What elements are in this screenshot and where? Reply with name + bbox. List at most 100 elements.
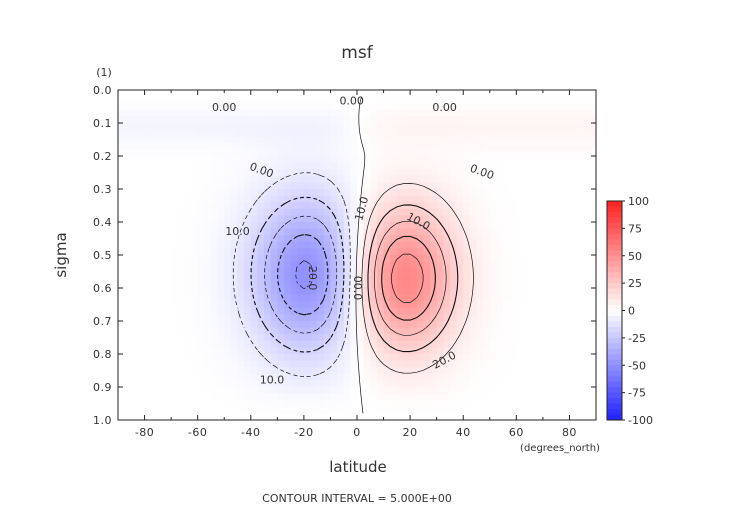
heatmap-cell xyxy=(410,156,418,164)
heatmap-cell xyxy=(503,314,511,322)
heatmap-cell xyxy=(164,314,172,322)
heatmap-cell xyxy=(489,261,498,269)
heatmap-cell xyxy=(357,360,365,368)
heatmap-cell xyxy=(224,334,232,342)
heatmap-cell xyxy=(230,162,239,170)
heatmap-cell xyxy=(197,340,205,348)
heatmap-cell xyxy=(177,387,185,395)
heatmap-cell xyxy=(456,149,464,157)
heatmap-cell xyxy=(217,307,225,315)
heatmap-cell xyxy=(164,248,172,256)
heatmap-cell xyxy=(383,314,391,322)
heatmap-cell xyxy=(383,90,391,98)
colorbar-band xyxy=(607,315,622,322)
heatmap-cell xyxy=(416,142,424,150)
heatmap-cell xyxy=(410,334,418,342)
heatmap-cell xyxy=(118,235,126,243)
heatmap-cell xyxy=(350,109,358,117)
heatmap-cell xyxy=(137,340,146,348)
heatmap-cell xyxy=(582,387,590,395)
heatmap-cell xyxy=(576,274,584,282)
heatmap-cell xyxy=(210,195,219,203)
heatmap-cell xyxy=(343,380,351,388)
heatmap-cell xyxy=(217,413,225,420)
heatmap-cell xyxy=(363,360,371,368)
heatmap-cell xyxy=(489,340,498,348)
heatmap-cell xyxy=(403,149,411,157)
heatmap-cell xyxy=(456,367,464,375)
heatmap-cell xyxy=(343,189,351,197)
heatmap-cell xyxy=(469,202,478,210)
heatmap-cell xyxy=(549,281,557,289)
heatmap-cell xyxy=(556,142,564,150)
heatmap-cell xyxy=(157,109,166,117)
heatmap-cell xyxy=(144,156,152,164)
heatmap-cell xyxy=(549,321,557,329)
heatmap-cell xyxy=(224,202,232,210)
heatmap-cell xyxy=(476,228,484,236)
heatmap-cell xyxy=(390,142,398,150)
heatmap-cell xyxy=(264,281,272,289)
heatmap-cell xyxy=(283,255,292,263)
heatmap-cell xyxy=(283,189,292,197)
heatmap-cell xyxy=(476,195,484,203)
heatmap-cell xyxy=(290,149,298,157)
heatmap-cell xyxy=(151,406,159,414)
heatmap-cell xyxy=(416,354,424,362)
heatmap-cell xyxy=(456,400,464,408)
heatmap-cell xyxy=(270,400,278,408)
heatmap-cell xyxy=(303,387,312,395)
heatmap-cell xyxy=(489,248,498,256)
heatmap-cell xyxy=(589,182,596,190)
heatmap-cell xyxy=(217,103,225,111)
heatmap-cell xyxy=(157,281,166,289)
heatmap-cell xyxy=(569,387,577,395)
heatmap-cell xyxy=(403,241,411,249)
heatmap-cell xyxy=(456,162,464,170)
heatmap-cell xyxy=(370,149,378,157)
heatmap-cell xyxy=(310,195,318,203)
heatmap-cell xyxy=(264,334,272,342)
heatmap-cell xyxy=(283,413,292,420)
heatmap-cell xyxy=(416,413,424,420)
heatmap-cell xyxy=(257,90,265,98)
heatmap-cell xyxy=(390,215,398,223)
heatmap-cell xyxy=(197,327,205,335)
heatmap-cell xyxy=(257,189,265,197)
heatmap-cell xyxy=(197,195,205,203)
heatmap-cell xyxy=(144,274,152,282)
heatmap-cell xyxy=(350,189,358,197)
heatmap-cell xyxy=(137,268,146,276)
heatmap-cell xyxy=(283,314,292,322)
heatmap-cell xyxy=(469,373,478,381)
heatmap-cell xyxy=(476,149,484,157)
heatmap-cell xyxy=(469,413,478,420)
heatmap-cell xyxy=(277,288,285,296)
heatmap-cell xyxy=(230,274,239,282)
heatmap-cell xyxy=(403,281,411,289)
heatmap-cell xyxy=(589,142,596,150)
heatmap-cell xyxy=(270,129,278,137)
heatmap-cell xyxy=(423,215,431,223)
heatmap-cell xyxy=(184,261,192,269)
heatmap-cell xyxy=(489,294,498,302)
heatmap-cell xyxy=(449,208,458,216)
heatmap-cell xyxy=(476,248,484,256)
heatmap-cell xyxy=(330,162,338,170)
heatmap-cell xyxy=(430,96,438,104)
heatmap-cell xyxy=(503,261,511,269)
heatmap-cell xyxy=(363,400,371,408)
colorbar-tick-label: 25 xyxy=(628,277,642,290)
heatmap-cell xyxy=(343,413,351,420)
heatmap-cell xyxy=(330,380,338,388)
heatmap-cell xyxy=(224,169,232,177)
heatmap-cell xyxy=(496,156,504,164)
heatmap-cell xyxy=(350,406,358,414)
heatmap-cell xyxy=(476,413,484,420)
heatmap-cell xyxy=(118,413,126,420)
heatmap-cell xyxy=(496,387,504,395)
heatmap-cell xyxy=(350,354,358,362)
heatmap-cell xyxy=(456,129,464,137)
heatmap-cell xyxy=(589,169,596,177)
heatmap-cell xyxy=(496,96,504,104)
